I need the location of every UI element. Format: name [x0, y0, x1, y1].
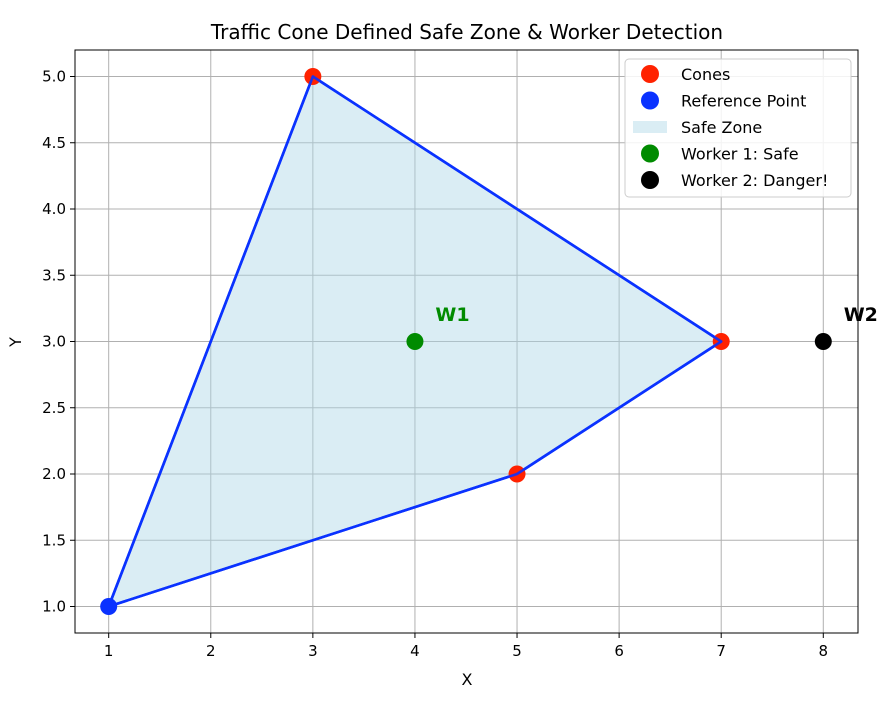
x-axis-label: X [462, 670, 473, 689]
legend-swatch-safe-zone [633, 121, 667, 133]
safe-zone-outline-overlay [107, 75, 723, 608]
legend-label-reference-point: Reference Point [681, 92, 806, 111]
y-tick-label: 4.0 [42, 200, 66, 218]
y-tick-label: 2.0 [42, 465, 66, 483]
legend-marker-worker-1-safe [641, 144, 659, 163]
annotation-w2: W2 [844, 304, 878, 326]
y-tick-label: 3.5 [42, 266, 66, 284]
worker-2-danger-point [814, 333, 832, 350]
worker-1-safe-point [406, 333, 424, 350]
legend-marker-worker-2-danger [641, 171, 659, 189]
legend-label-safe-zone: Safe Zone [681, 118, 762, 137]
chart-title: Traffic Cone Defined Safe Zone & Worker … [210, 20, 723, 44]
x-tick-label: 3 [308, 642, 318, 660]
legend-label-worker-2-danger: Worker 2: Danger! [681, 171, 828, 190]
legend-marker-cones [641, 65, 659, 83]
x-tick-label: 4 [410, 642, 420, 660]
x-tick-label: 7 [716, 642, 726, 660]
x-tick-label: 6 [614, 642, 624, 660]
points-layer [100, 68, 832, 615]
x-tick-label: 1 [104, 642, 114, 660]
x-tick-label: 8 [819, 642, 829, 660]
legend-label-cones: Cones [681, 65, 730, 84]
y-tick-label: 1.0 [42, 598, 66, 616]
y-tick-label: 5.0 [42, 68, 66, 86]
y-tick-label: 4.5 [42, 134, 66, 152]
annotations-layer: W1 W2 [435, 304, 878, 326]
y-axis-label: Y [6, 337, 25, 348]
annotation-w1: W1 [435, 304, 469, 326]
legend-marker-reference-point [641, 91, 659, 110]
y-tick-label: 3.0 [42, 333, 66, 351]
legend-box [624, 58, 852, 198]
y-axis: 1.0 1.5 2.0 2.5 3.0 3.5 4.0 4.5 5.0 [42, 68, 75, 616]
x-tick-label: 5 [512, 642, 522, 660]
x-tick-label: 2 [206, 642, 216, 660]
legend: Cones Reference Point Safe Zone Worker 1: S… [624, 58, 852, 198]
y-tick-label: 1.5 [42, 531, 66, 549]
y-tick-label: 2.5 [42, 399, 66, 417]
x-axis: 1 2 3 4 5 6 7 8 [104, 633, 828, 660]
legend-label-worker-1-safe: Worker 1: Safe [681, 145, 799, 164]
